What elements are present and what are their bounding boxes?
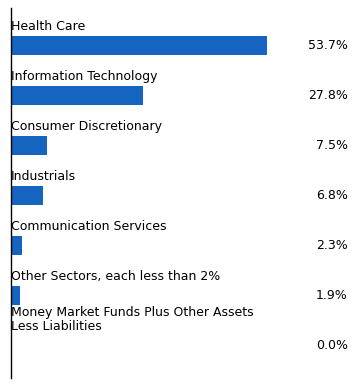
Text: Other Sectors, each less than 2%: Other Sectors, each less than 2% [11,270,220,283]
Text: Health Care: Health Care [11,20,85,33]
Bar [11,86,143,105]
Text: 6.8%: 6.8% [316,189,348,202]
Text: Information Technology: Information Technology [11,70,157,83]
Bar [11,236,22,255]
Text: Industrials: Industrials [11,170,76,183]
Text: Communication Services: Communication Services [11,220,166,233]
Text: 27.8%: 27.8% [308,89,348,102]
Text: 2.3%: 2.3% [316,239,348,252]
Text: 1.9%: 1.9% [316,289,348,302]
Text: Money Market Funds Plus Other Assets
Less Liabilities: Money Market Funds Plus Other Assets Les… [11,306,253,333]
Text: Consumer Discretionary: Consumer Discretionary [11,120,162,133]
Bar [11,136,46,155]
Bar [11,286,20,305]
Bar [11,186,43,205]
Text: 7.5%: 7.5% [316,139,348,152]
Text: 53.7%: 53.7% [308,39,348,52]
Text: 0.0%: 0.0% [316,339,348,352]
Bar [11,36,267,55]
